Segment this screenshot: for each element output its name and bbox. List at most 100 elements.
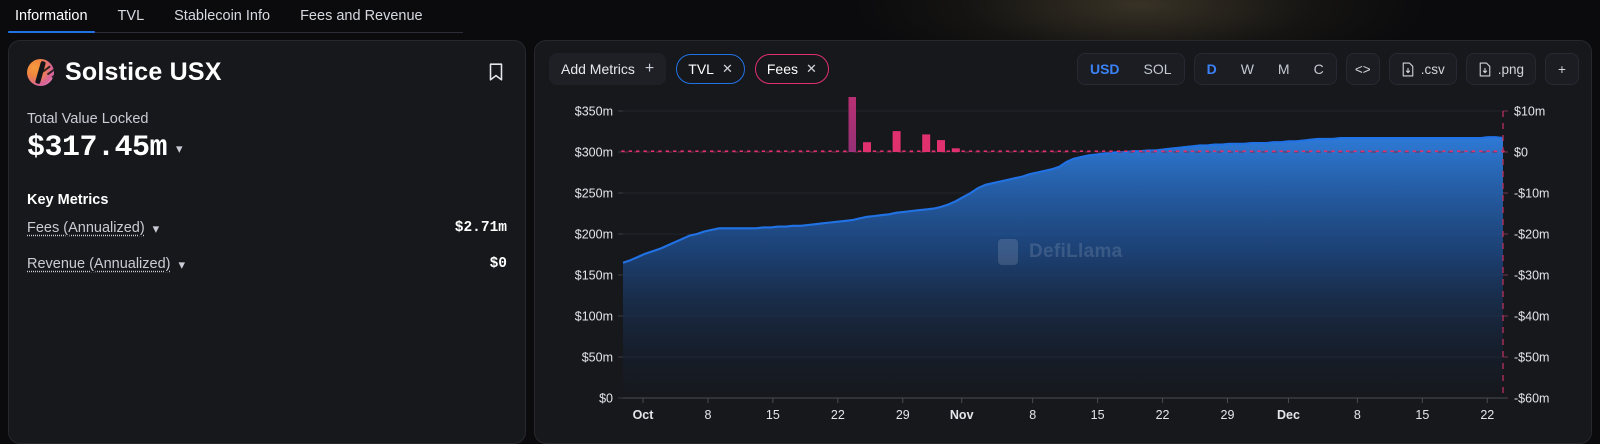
tab-information[interactable]: Information — [0, 8, 103, 33]
metric-label: Fees (Annualized) — [27, 220, 145, 236]
fee-bar — [710, 150, 714, 152]
metric-revenue-annualized[interactable]: Revenue (Annualized) ▾ — [27, 256, 185, 272]
metric-chip-tvl[interactable]: TVL ✕ — [676, 54, 745, 84]
chart-plot-area[interactable]: DefiLlama $0$50m$100m$150m$200m$250m$300… — [535, 97, 1591, 443]
tvl-chevron-down-icon[interactable]: ▾ — [176, 140, 183, 156]
fee-bar — [998, 150, 1002, 152]
tab-fees-and-revenue[interactable]: Fees and Revenue — [300, 8, 423, 24]
fee-bar — [909, 150, 913, 152]
fee-bar — [1449, 150, 1453, 152]
metric-label: Revenue (Annualized) — [27, 256, 171, 272]
metric-value: $2.71m — [454, 220, 507, 236]
fee-bar — [917, 150, 921, 152]
fee-bar — [1028, 150, 1032, 152]
y-axis-right-tick: $0 — [1514, 146, 1528, 160]
fee-bar — [1220, 150, 1224, 152]
x-axis-tick: 29 — [896, 408, 910, 422]
tab-bar: Information TVL Stablecoin Info Fees and… — [0, 0, 1600, 33]
fee-bar — [1116, 150, 1121, 152]
x-axis-tick: 8 — [1029, 408, 1036, 422]
y-axis-left-tick: $350m — [575, 105, 613, 119]
bookmark-icon[interactable] — [485, 61, 507, 83]
tab-tvl[interactable]: TVL — [117, 8, 145, 24]
fee-bar — [1397, 150, 1402, 152]
fee-bar — [813, 150, 817, 152]
file-download-icon — [1479, 61, 1491, 77]
chevron-down-icon[interactable]: ▾ — [152, 220, 160, 236]
table-row: Fees (Annualized) ▾ $2.71m — [27, 212, 507, 244]
fee-bar — [791, 150, 795, 152]
tvl-row: $317.45m ▾ — [27, 131, 507, 165]
fee-bar — [1338, 150, 1342, 152]
fee-bar — [1286, 150, 1291, 152]
tvl-line — [622, 136, 1504, 264]
fee-bar — [1272, 150, 1276, 152]
metric-fees-annualized[interactable]: Fees (Annualized) ▾ — [27, 220, 159, 236]
fee-bar — [1375, 150, 1379, 152]
currency-toggle: USD SOL — [1076, 53, 1185, 85]
y-axis-right-tick: -$30m — [1514, 269, 1549, 283]
fee-bar — [1486, 150, 1490, 152]
y-axis-left-tick: $300m — [575, 146, 613, 160]
fee-bar — [1161, 150, 1165, 152]
fee-bar — [650, 150, 655, 152]
table-row: Revenue (Annualized) ▾ $0 — [27, 248, 507, 280]
fee-bar — [1353, 150, 1357, 152]
interval-option-cumulative[interactable]: C — [1313, 61, 1324, 77]
embed-code-button[interactable]: <> — [1345, 53, 1380, 85]
fee-bar — [1434, 150, 1439, 152]
close-icon[interactable]: ✕ — [805, 61, 817, 76]
fee-bar — [628, 150, 632, 152]
fee-bar — [976, 150, 980, 152]
interval-option-month[interactable]: M — [1277, 61, 1290, 77]
fee-bar — [658, 150, 662, 152]
add-metrics-button[interactable]: Add Metrics + — [549, 53, 667, 85]
y-axis-left-tick: $250m — [575, 187, 613, 201]
expand-chart-button[interactable]: + — [1545, 53, 1579, 85]
fee-bar — [1050, 150, 1054, 152]
csv-label: .csv — [1420, 61, 1445, 77]
interval-option-day[interactable]: D — [1206, 61, 1217, 77]
tab-stablecoin-info[interactable]: Stablecoin Info — [174, 8, 271, 24]
fee-bar — [717, 150, 721, 152]
fee-bar — [1139, 150, 1143, 152]
fee-bar — [968, 150, 973, 152]
download-png-button[interactable]: .png — [1465, 53, 1536, 85]
fee-bar — [1065, 150, 1069, 152]
interval-option-week[interactable]: W — [1240, 61, 1254, 77]
fee-bar — [702, 150, 706, 152]
x-axis-tick: 29 — [1221, 408, 1235, 422]
fee-bar — [695, 150, 699, 152]
metric-chip-fees[interactable]: Fees ✕ — [754, 54, 829, 84]
fee-bar — [1190, 150, 1194, 152]
download-csv-button[interactable]: .csv — [1388, 53, 1457, 85]
fee-bar — [1316, 150, 1320, 152]
fee-bar — [1471, 150, 1476, 152]
fee-bar — [991, 150, 995, 152]
fee-bar — [1493, 150, 1498, 152]
fee-bar — [1109, 150, 1113, 152]
plus-icon: + — [644, 60, 655, 77]
y-axis-right-tick: -$10m — [1514, 187, 1549, 201]
fee-bar — [806, 150, 810, 152]
close-icon[interactable]: ✕ — [721, 61, 733, 76]
chevron-down-icon[interactable]: ▾ — [178, 256, 186, 272]
fee-bar — [902, 150, 906, 152]
fee-bar — [1390, 150, 1394, 152]
chart-toolbar-right: USD SOL D W M C <> .csv .png — [1076, 53, 1579, 85]
x-axis-tick: 8 — [704, 408, 711, 422]
chart-toolbar: Add Metrics + TVL ✕ Fees ✕ USD SOL D W M… — [535, 41, 1591, 97]
fee-bar — [784, 150, 788, 152]
fee-bar — [1331, 150, 1335, 152]
fee-bar — [1257, 150, 1261, 152]
currency-option-usd[interactable]: USD — [1089, 61, 1120, 77]
tvl-area — [623, 137, 1503, 398]
chip-label: Fees — [766, 61, 798, 77]
fee-bar — [1124, 150, 1128, 152]
solstice-logo-icon — [27, 59, 54, 86]
currency-option-sol[interactable]: SOL — [1143, 61, 1172, 77]
fee-bar — [1042, 150, 1047, 152]
x-axis-tick: 22 — [1480, 408, 1494, 422]
add-metrics-label: Add Metrics — [561, 61, 635, 77]
fee-bar-spike — [863, 142, 871, 152]
